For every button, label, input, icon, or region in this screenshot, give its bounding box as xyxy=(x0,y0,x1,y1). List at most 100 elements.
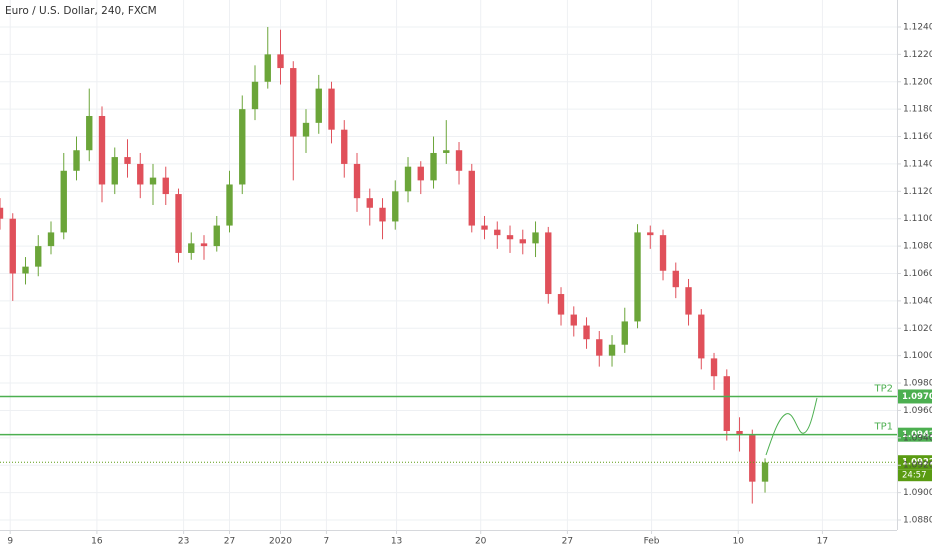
candle-body xyxy=(430,152,437,181)
candle-body xyxy=(22,266,29,274)
y-tick-label: 1.09600 xyxy=(903,406,932,416)
candle-body xyxy=(621,321,628,345)
y-tick-label: 1.10800 xyxy=(903,242,932,252)
candle-body xyxy=(290,68,297,137)
candle-body xyxy=(685,287,692,315)
x-tick-label: 17 xyxy=(817,537,828,547)
y-tick-label: 1.11400 xyxy=(903,159,932,169)
candle-body xyxy=(634,232,641,322)
candle-body xyxy=(443,150,450,153)
candle-body xyxy=(188,243,195,253)
candle-body xyxy=(570,314,577,326)
candle-body xyxy=(379,207,386,222)
candle-body xyxy=(200,243,208,247)
candle-body xyxy=(175,194,182,253)
candle-body xyxy=(0,207,4,219)
level-price-label-box xyxy=(898,427,932,442)
candle-body xyxy=(749,435,756,482)
x-tick-label: Feb xyxy=(644,537,660,547)
candle-body xyxy=(647,232,654,236)
candle-body xyxy=(162,177,169,195)
candle-body xyxy=(47,232,55,247)
candle-body xyxy=(353,163,361,199)
candle-body xyxy=(545,232,552,295)
y-tick-label: 1.09400 xyxy=(903,433,932,443)
candle-body xyxy=(404,166,412,192)
candle-body xyxy=(608,344,616,356)
x-tick-label: 27 xyxy=(562,537,573,547)
level-price-label: 1.09702 xyxy=(902,392,932,402)
level-name: TP1 xyxy=(873,422,893,433)
x-tick-label: 2020 xyxy=(269,537,292,547)
candle-body xyxy=(672,270,679,288)
level-price-label: 1.09423 xyxy=(902,430,932,440)
x-tick-label: 13 xyxy=(391,537,402,547)
candle-body xyxy=(392,191,399,222)
countdown: 24:57 xyxy=(902,471,927,481)
y-tick-label: 1.10400 xyxy=(903,296,932,306)
last-price-label-box xyxy=(898,455,932,470)
countdown-box xyxy=(898,469,932,482)
candle-body xyxy=(494,229,501,236)
candle-body xyxy=(506,235,514,240)
y-tick-label: 1.11000 xyxy=(903,214,932,224)
y-tick-label: 1.12000 xyxy=(903,77,932,87)
candle-body xyxy=(264,54,271,82)
x-tick-label: 20 xyxy=(475,537,487,547)
candle-body xyxy=(659,235,667,271)
candle-body xyxy=(35,246,42,267)
candle-body xyxy=(519,239,526,244)
candle-body xyxy=(328,88,335,130)
candle-body xyxy=(251,81,259,110)
candle-body xyxy=(315,88,322,123)
y-tick-label: 1.10600 xyxy=(903,269,932,279)
candle-body xyxy=(9,218,16,274)
y-tick-label: 1.12200 xyxy=(903,50,932,60)
candle-body xyxy=(98,115,106,185)
candle-body xyxy=(277,54,284,69)
x-tick-label: 16 xyxy=(91,537,103,547)
forecast-path xyxy=(765,397,818,456)
candle-body xyxy=(723,376,730,431)
candle-body xyxy=(149,177,157,185)
y-tick-label: 1.10200 xyxy=(903,324,932,334)
y-tick-label: 1.08800 xyxy=(903,516,932,526)
candle-body xyxy=(761,462,769,482)
candle-body xyxy=(583,325,590,340)
candle-body xyxy=(60,170,67,233)
x-tick-label: 9 xyxy=(7,537,13,547)
candle-body xyxy=(532,232,539,244)
candle-body xyxy=(302,122,310,137)
candle-body xyxy=(213,225,220,247)
candle-body xyxy=(73,150,80,171)
y-tick-label: 1.11200 xyxy=(903,187,932,197)
y-tick-label: 1.09000 xyxy=(903,488,932,498)
candle-body xyxy=(417,166,424,181)
chart-title: Euro / U.S. Dollar, 240, FXCM xyxy=(5,5,157,17)
candle-body xyxy=(698,314,705,359)
candle-body xyxy=(226,184,233,226)
candle-body xyxy=(239,109,246,185)
candle-body xyxy=(366,198,373,208)
candles xyxy=(0,26,769,504)
candle-body xyxy=(736,430,743,436)
candle-body xyxy=(481,225,488,230)
candle-body xyxy=(124,157,131,164)
candle-body xyxy=(468,170,475,226)
y-tick-label: 1.12400 xyxy=(903,22,932,32)
x-tick-label: 7 xyxy=(324,537,330,547)
candle-body xyxy=(111,157,118,185)
y-tick-label: 1.09200 xyxy=(903,461,932,471)
level-name: TP2 xyxy=(873,383,893,394)
x-tick-label: 23 xyxy=(178,537,189,547)
candle-body xyxy=(557,294,565,315)
grid xyxy=(0,0,897,530)
candle-body xyxy=(137,163,144,185)
y-tick-label: 1.10000 xyxy=(903,351,932,361)
candle-body xyxy=(341,129,348,164)
candle-body xyxy=(455,150,463,171)
x-tick-label: 10 xyxy=(733,537,745,547)
